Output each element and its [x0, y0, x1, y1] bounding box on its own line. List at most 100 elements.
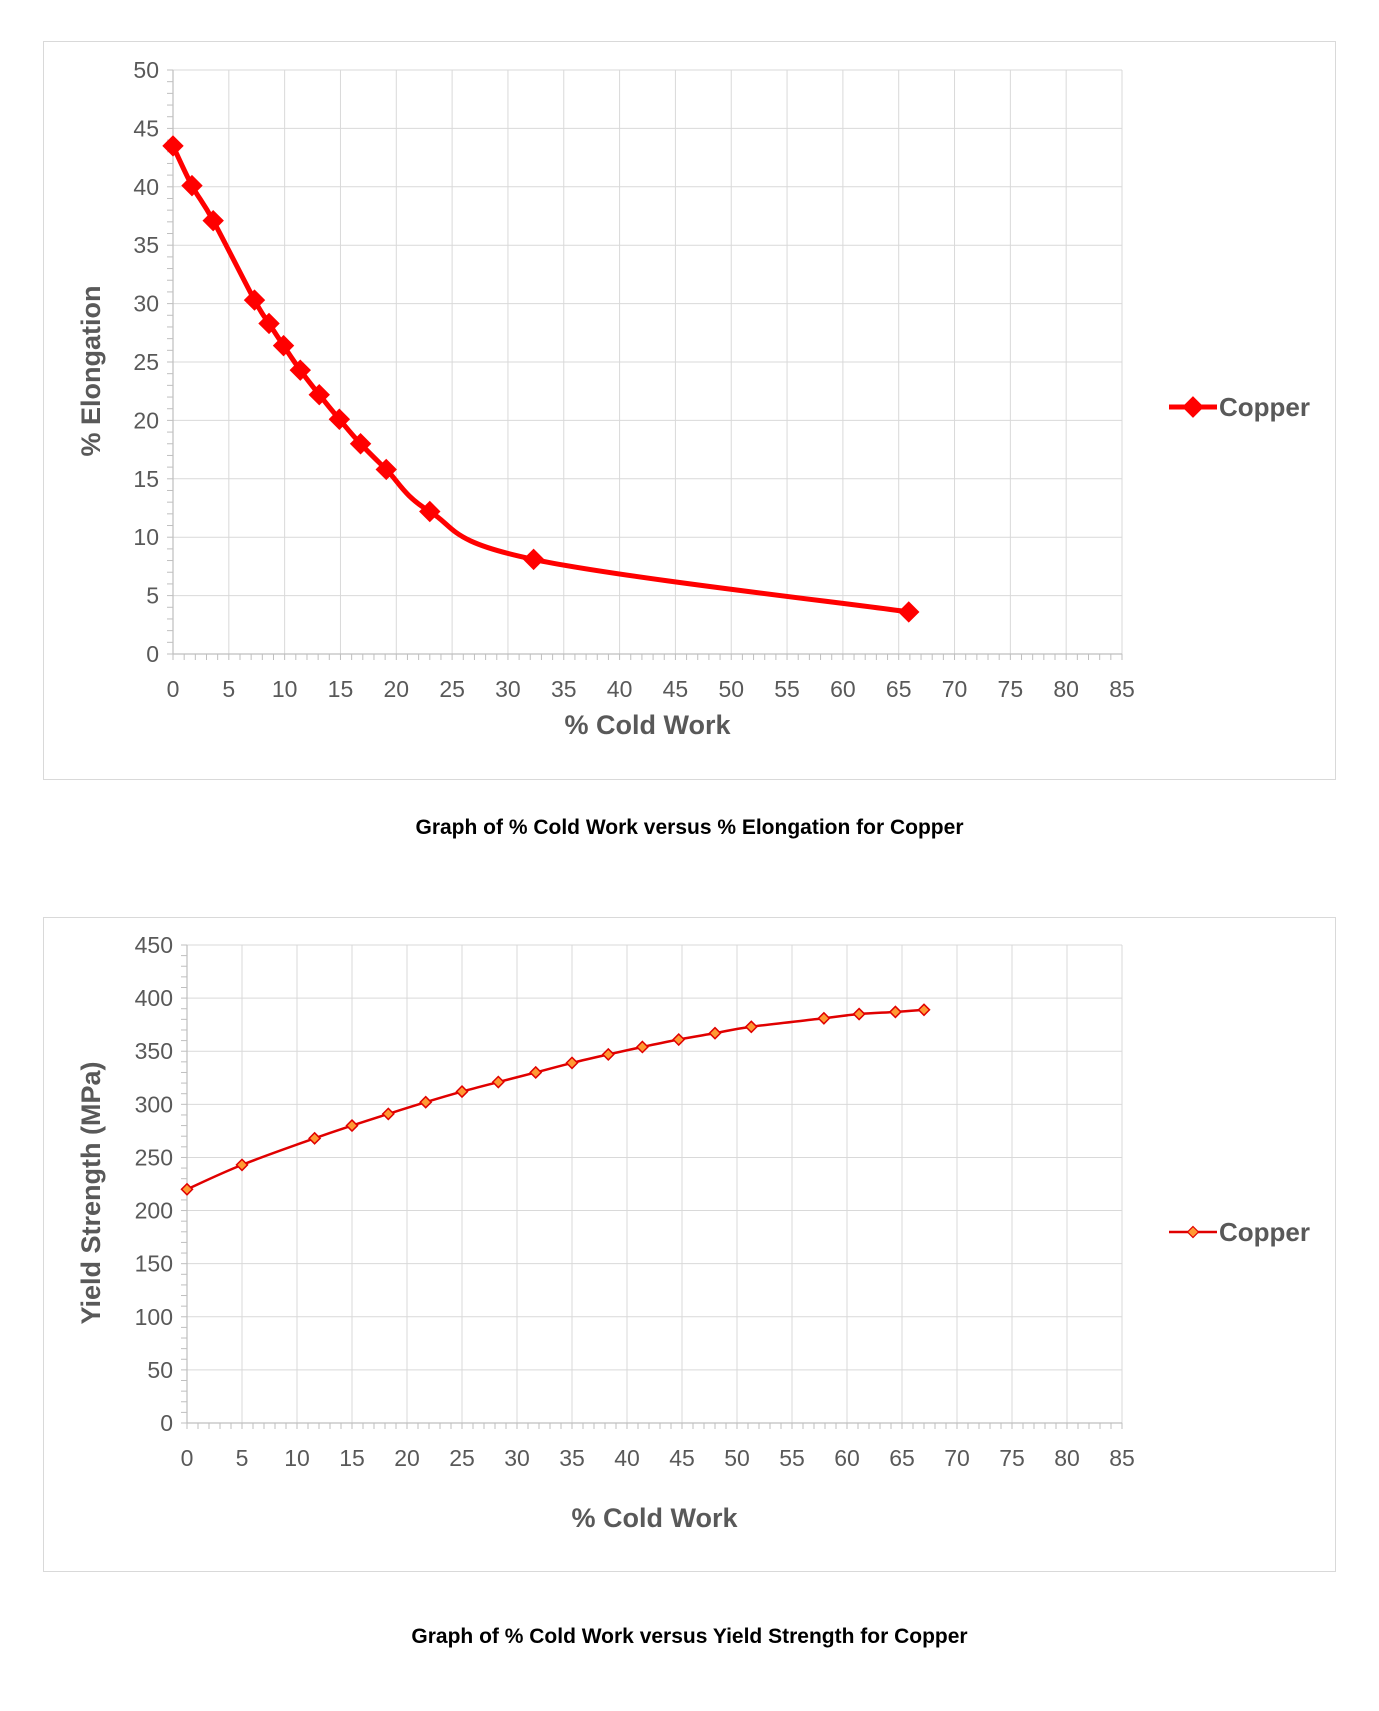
- y-tick-label: 45: [133, 115, 159, 141]
- x-tick-label: 50: [718, 676, 744, 702]
- series-line-copper: [170, 143, 912, 615]
- data-point-marker: [635, 1040, 649, 1054]
- y-tick-label: 40: [133, 174, 159, 200]
- x-tick-label: 60: [830, 676, 856, 702]
- y-tick-label: 30: [133, 291, 159, 317]
- x-tick-label: 85: [1109, 1445, 1135, 1471]
- y-tick-label: 150: [135, 1251, 173, 1277]
- y-tick-label: 400: [135, 985, 173, 1011]
- y-tick-label: 450: [135, 932, 173, 958]
- legend-label: Copper: [1219, 1217, 1310, 1247]
- data-point-marker: [744, 1020, 758, 1034]
- data-point-marker: [180, 1182, 194, 1196]
- data-point-marker: [308, 1131, 322, 1145]
- data-point-marker: [522, 548, 545, 571]
- data-point-marker: [419, 1095, 433, 1109]
- data-point-marker: [272, 334, 295, 357]
- elongation-chart-caption: Graph of % Cold Work versus % Elongation…: [415, 816, 964, 839]
- minor-ticks: [167, 69, 1123, 660]
- data-point-marker: [349, 433, 372, 455]
- x-tick-label: 25: [449, 1445, 475, 1471]
- data-point-marker: [529, 1065, 543, 1080]
- x-tick-label: 45: [669, 1445, 695, 1471]
- minor-ticks: [181, 944, 1123, 1429]
- data-point-marker: [565, 1056, 579, 1070]
- x-tick-label: 50: [724, 1445, 750, 1471]
- data-point-marker: [491, 1075, 505, 1089]
- data-point-marker: [345, 1119, 359, 1133]
- legend: Copper: [1169, 1217, 1310, 1247]
- x-tick-label: 10: [272, 676, 298, 702]
- y-tick-label: 0: [160, 1410, 173, 1436]
- x-tick-label: 60: [834, 1445, 860, 1471]
- y-tick-label: 0: [146, 641, 159, 667]
- x-tick-label: 70: [942, 676, 968, 702]
- y-tick-label: 35: [133, 232, 159, 258]
- x-tick-label: 30: [495, 676, 521, 702]
- x-tick-label: 5: [236, 1445, 249, 1471]
- x-tick-label: 40: [607, 676, 633, 702]
- data-point-marker: [328, 408, 351, 430]
- gridlines: [186, 944, 1123, 1424]
- data-point-marker: [202, 209, 224, 232]
- x-tick-label: 25: [439, 676, 465, 702]
- data-point-marker: [672, 1032, 686, 1047]
- data-point-marker: [162, 135, 184, 157]
- data-point-marker: [381, 1107, 395, 1121]
- x-tick-label: 35: [559, 1445, 585, 1471]
- x-tick-label: 70: [944, 1445, 970, 1471]
- y-tick-label: 200: [135, 1198, 173, 1224]
- x-axis-title: % Cold Work: [571, 1503, 738, 1533]
- x-tick-label: 40: [614, 1445, 640, 1471]
- y-tick-label: 15: [133, 466, 159, 492]
- data-point-marker: [455, 1085, 469, 1099]
- data-point-marker: [375, 458, 397, 481]
- x-tick-label: 15: [339, 1445, 365, 1471]
- x-tick-label: 75: [998, 676, 1024, 702]
- y-tick-label: 300: [135, 1091, 173, 1117]
- y-tick-label: 10: [133, 524, 159, 550]
- x-tick-label: 75: [999, 1445, 1025, 1471]
- series-markers: [180, 1003, 931, 1196]
- x-tick-label: 65: [886, 676, 912, 702]
- x-tick-label: 15: [328, 676, 354, 702]
- x-tick-label: 30: [504, 1445, 530, 1471]
- y-tick-label: 350: [135, 1038, 173, 1064]
- x-tick-label: 55: [779, 1445, 805, 1471]
- x-tick-label: 20: [383, 676, 409, 702]
- tick-labels: 0 50 100 150 200 250 300 350 400 450 0 5 10 15 20 25 30 3…: [135, 932, 1135, 1471]
- y-axis-title: % Elongation: [76, 286, 106, 457]
- data-point-marker: [258, 312, 280, 335]
- gridlines: [172, 69, 1123, 655]
- x-tick-label: 45: [663, 676, 689, 702]
- x-tick-label: 85: [1109, 676, 1135, 702]
- x-tick-label: 0: [181, 1445, 194, 1471]
- x-tick-label: 80: [1053, 676, 1079, 702]
- legend-marker: [1182, 396, 1204, 418]
- data-point-marker: [235, 1158, 249, 1172]
- y-tick-label: 25: [133, 349, 159, 375]
- y-tick-label: 50: [147, 1357, 173, 1383]
- data-point-marker: [708, 1026, 722, 1040]
- x-tick-label: 35: [551, 676, 577, 702]
- tick-labels: 0 5 10 15 20 25 30 35 40 45 50 0 5 10 15 20 25 30 35 40 45 50…: [133, 57, 1134, 702]
- series-line-copper: [185, 1008, 926, 1191]
- data-point-marker: [308, 383, 330, 406]
- elongation-chart: 0 5 10 15 20 25 30 35 40 45 50 0 5 10 15 20 25 30 35 40 45 50…: [43, 41, 1336, 780]
- y-tick-label: 250: [135, 1144, 173, 1170]
- legend-label: Copper: [1219, 392, 1310, 422]
- yield-strength-chart: 0 50 100 150 200 250 300 350 400 450 0 5 10 15 20 25 30 3…: [43, 917, 1336, 1572]
- x-tick-label: 55: [774, 676, 800, 702]
- yield-strength-chart-caption: Graph of % Cold Work versus Yield Streng…: [411, 1625, 968, 1648]
- data-point-marker: [917, 1003, 931, 1017]
- y-axis-title: Yield Strength (MPa): [76, 1061, 106, 1324]
- elongation-chart-svg: 0 5 10 15 20 25 30 35 40 45 50 0 5 10 15 20 25 30 35 40 45 50…: [76, 57, 1310, 740]
- data-point-marker: [817, 1011, 831, 1025]
- data-point-marker: [601, 1047, 615, 1061]
- data-point-marker: [419, 500, 441, 523]
- legend: Copper: [1169, 392, 1310, 422]
- x-tick-label: 65: [889, 1445, 915, 1471]
- series-markers: [162, 135, 920, 623]
- data-point-marker: [289, 359, 311, 381]
- y-tick-label: 100: [135, 1304, 173, 1330]
